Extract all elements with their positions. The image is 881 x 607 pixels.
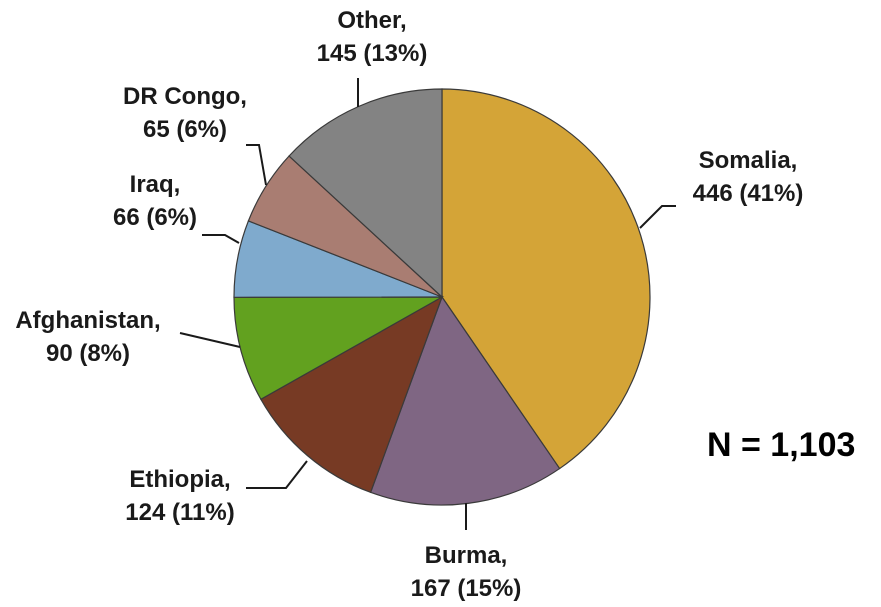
slice-label-value: 446 (41%) <box>693 180 804 207</box>
slice-label-name: Afghanistan, <box>15 307 160 334</box>
slice-label-value: 124 (11%) <box>125 499 234 526</box>
leader-line-afghanistan <box>179 332 241 348</box>
slice-label-value: 65 (6%) <box>143 116 227 143</box>
slice-label-dr-congo: DR Congo, 65 (6%) <box>123 83 247 143</box>
leader-line-iraq <box>202 234 240 244</box>
slice-label-name: Iraq, <box>130 171 181 198</box>
slice-label-name: Ethiopia, <box>129 466 230 493</box>
slice-label-name: Other, <box>337 7 406 34</box>
slice-labels: Somalia, 446 (41%) Burma, 167 (15%) Ethiopia… <box>15 7 803 602</box>
pie-slice-afghanistan <box>233 296 445 401</box>
total-count-label: N = 1,103 <box>707 426 855 464</box>
pie-slice-somalia <box>441 88 651 470</box>
slice-label-afghanistan: Afghanistan, 90 (8%) <box>15 307 160 367</box>
leader-line-dr-congo <box>246 144 267 186</box>
slice-label-ethiopia: Ethiopia, 124 (11%) <box>125 466 234 526</box>
slice-label-value: 90 (8%) <box>46 340 130 367</box>
pie-slice-ethiopia <box>260 295 444 494</box>
slice-label-value: 66 (6%) <box>113 204 197 231</box>
slice-label-name: Burma, <box>425 542 508 569</box>
pie-slice-burma <box>369 295 561 506</box>
slice-label-burma: Burma, 167 (15%) <box>411 542 522 602</box>
slice-label-value: 145 (13%) <box>317 40 428 67</box>
slice-label-iraq: Iraq, 66 (6%) <box>113 171 197 231</box>
slice-label-value: 167 (15%) <box>411 575 522 602</box>
leader-lines <box>179 78 676 530</box>
slices-layer <box>233 88 651 506</box>
leader-line-ethiopia <box>246 460 308 489</box>
slice-label-other: Other, 145 (13%) <box>317 7 428 67</box>
slice-label-somalia: Somalia, 446 (41%) <box>693 147 804 207</box>
slice-label-name: DR Congo, <box>123 83 247 110</box>
slice-label-name: Somalia, <box>699 147 798 174</box>
leader-line-somalia <box>639 205 676 229</box>
